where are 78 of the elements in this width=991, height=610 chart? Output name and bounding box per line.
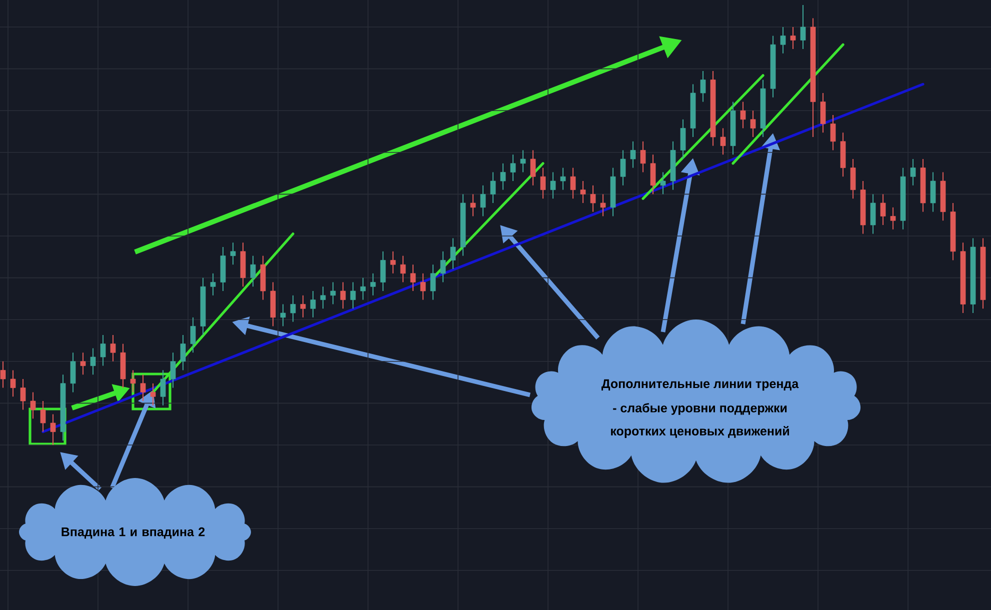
candlestick (590, 184, 596, 212)
candlestick (160, 370, 166, 406)
candlestick (650, 154, 656, 195)
candlestick (890, 206, 896, 230)
candlestick (150, 382, 156, 406)
candlestick (830, 114, 836, 151)
candlestick (100, 334, 106, 366)
annotation: коротких ценовых движений (611, 426, 789, 438)
candlestick (800, 4, 806, 50)
candlestick (10, 370, 16, 398)
annotation: - слабые уровни поддержки (613, 403, 787, 415)
candlestick (820, 92, 826, 134)
candlestick (580, 180, 586, 204)
candlestick (230, 242, 236, 266)
candlestick (490, 172, 496, 204)
candlestick (850, 158, 856, 200)
candlestick (310, 290, 316, 318)
candlestick (620, 150, 626, 186)
candlestick (440, 250, 446, 283)
candlestick (180, 334, 186, 371)
candlestick (140, 374, 146, 402)
candlestick (70, 352, 76, 393)
candlestick (450, 238, 456, 270)
candlestick (280, 304, 286, 327)
candlestick (90, 348, 96, 376)
candlestick (740, 101, 746, 129)
candlestick (790, 26, 796, 50)
candlestick (210, 272, 216, 296)
candlestick (500, 162, 506, 190)
candlestick (630, 140, 636, 168)
candlestick (0, 360, 6, 388)
candlestick (520, 150, 526, 173)
candlestick (530, 150, 536, 186)
candlestick (910, 158, 916, 186)
candlestick (300, 294, 306, 318)
candlestick (870, 194, 876, 234)
candlestick (880, 194, 886, 226)
candlestick (510, 154, 516, 182)
candlestick (290, 294, 296, 322)
candlestick (700, 70, 706, 102)
candlestick (400, 255, 406, 283)
candlestick (660, 172, 666, 195)
text: Впадина 1 и впадина 2 (62, 527, 205, 539)
candlestick (40, 400, 46, 432)
candlestick (410, 264, 416, 292)
candlestick (380, 250, 386, 292)
candlestick (20, 378, 26, 410)
candlestick (780, 26, 786, 54)
candlestick (680, 118, 686, 160)
candlestick (390, 250, 396, 274)
candlestick (430, 264, 436, 300)
candlestick (370, 272, 376, 296)
candlestick (560, 167, 566, 190)
candlestick (320, 286, 326, 310)
candlestick (250, 255, 256, 288)
candlestick (540, 167, 546, 200)
candlestick (110, 334, 116, 362)
candlestick (50, 414, 56, 446)
candlestick (190, 316, 196, 354)
candlestick (30, 392, 36, 420)
candlestick (420, 272, 426, 300)
candlestick (600, 194, 606, 217)
candlestick (330, 282, 336, 305)
candlestick (360, 277, 366, 300)
candlestick (340, 282, 346, 310)
candlestick (750, 110, 756, 138)
candlestick (480, 184, 486, 217)
candlestick (470, 194, 476, 217)
candlestick (570, 167, 576, 200)
candlestick (170, 352, 176, 388)
candlestick (130, 370, 136, 393)
candlestick (640, 140, 646, 173)
candlestick (930, 172, 936, 212)
candlestick (550, 172, 556, 200)
candlestick (80, 352, 86, 376)
annotation: Дополнительные линии тренда (601, 379, 799, 391)
candlestick (720, 128, 726, 156)
candlestick (350, 282, 356, 310)
